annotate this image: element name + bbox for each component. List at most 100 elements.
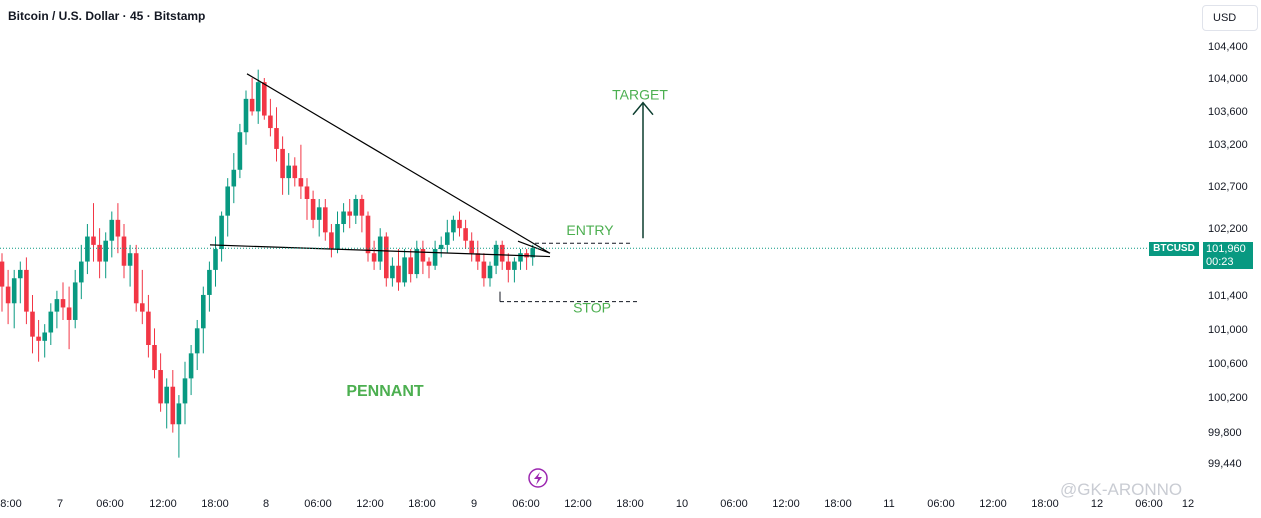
y-tick-label: 104,400 <box>1208 41 1248 53</box>
candle <box>316 198 322 237</box>
candle-body <box>237 132 243 170</box>
candle-body <box>262 82 267 116</box>
candle-body <box>353 198 359 216</box>
x-tick-label: 06:00 <box>720 498 748 510</box>
candle <box>493 240 499 275</box>
candle <box>140 269 145 325</box>
candle <box>79 244 84 300</box>
candle <box>170 370 176 433</box>
x-tick-label: 12:00 <box>564 498 592 510</box>
candle-body <box>207 269 212 295</box>
y-tick-label: 102,700 <box>1208 181 1248 193</box>
annotation-pennant[interactable]: PENNANT <box>346 383 424 400</box>
lower-trendline[interactable] <box>209 244 551 258</box>
candle-body <box>426 261 432 266</box>
y-tick-label: 101,400 <box>1208 290 1248 302</box>
candle <box>158 353 163 412</box>
x-tick-label: 06:00 <box>927 498 955 510</box>
candle <box>127 244 133 287</box>
candle <box>438 236 444 258</box>
annotation-entry[interactable]: ENTRY <box>566 222 614 238</box>
candle <box>91 203 96 262</box>
candle-body <box>140 303 145 312</box>
y-tick-label: 100,600 <box>1208 358 1248 370</box>
candle <box>402 249 407 287</box>
candle-body <box>225 186 230 216</box>
x-tick-label: 06:00 <box>304 498 332 510</box>
candle <box>194 319 200 371</box>
candle-body <box>194 328 200 354</box>
current-price-value: 101,960 <box>1206 243 1246 255</box>
candle <box>11 269 17 329</box>
candle-body <box>512 261 517 270</box>
annotation-target[interactable]: TARGET <box>612 87 668 103</box>
candles-layer <box>0 69 535 458</box>
candle <box>304 178 310 220</box>
candle <box>512 257 517 283</box>
x-tick-label: 18:00 <box>824 498 852 510</box>
candle <box>310 190 316 229</box>
candle <box>237 123 243 179</box>
currency-selector[interactable]: USD <box>1202 5 1258 31</box>
candle <box>231 153 237 204</box>
candle <box>164 378 169 429</box>
watermark: @GK-ARONNO <box>1060 480 1183 499</box>
candle <box>18 261 23 304</box>
candle <box>36 319 41 362</box>
candle <box>463 219 468 250</box>
candle <box>408 249 413 283</box>
candle-body <box>371 253 377 262</box>
candle <box>371 240 377 270</box>
candle-body <box>408 257 413 275</box>
candle-body <box>518 253 523 262</box>
x-tick-label: 9 <box>471 498 477 510</box>
candle-body <box>85 236 90 262</box>
x-tick-label: 12 <box>1091 498 1103 510</box>
y-tick-label: 103,600 <box>1208 106 1248 118</box>
candle <box>329 224 334 258</box>
candle <box>255 69 261 124</box>
x-tick-label: 8 <box>263 498 269 510</box>
drawings-layer <box>209 73 654 303</box>
y-tick-label: 100,200 <box>1208 392 1248 404</box>
chart-title: Bitcoin / U.S. Dollar · 45 · Bitstamp <box>8 9 206 23</box>
bar-countdown: 00:23 <box>1206 256 1234 268</box>
x-tick-label: 18:00 <box>616 498 644 510</box>
candle <box>152 328 157 379</box>
candle <box>5 269 11 325</box>
x-tick-label: 18:00 <box>1031 498 1059 510</box>
candle-body <box>48 311 54 333</box>
candle <box>335 211 340 254</box>
candle <box>60 282 66 320</box>
candle-body <box>182 378 188 404</box>
candle <box>432 240 438 270</box>
candle-body <box>127 253 133 266</box>
candle <box>445 219 450 254</box>
candle-body <box>219 215 224 250</box>
y-axis[interactable]: 104,400 104,000 103,600 103,200 102,700 102,2… <box>1208 41 1248 470</box>
candle <box>42 324 47 358</box>
x-tick-label: 06:00 <box>1135 498 1163 510</box>
pennant-apex-line <box>517 240 551 254</box>
candle <box>243 90 249 145</box>
annotation-stop[interactable]: STOP <box>573 299 611 315</box>
candle-body <box>249 98 255 112</box>
upper-trendline[interactable] <box>246 73 551 254</box>
candle-body <box>188 353 194 379</box>
candle-body <box>66 307 72 320</box>
candle-body <box>396 265 401 283</box>
candle <box>414 240 420 279</box>
candle-body <box>304 186 310 199</box>
lightning-icon[interactable] <box>528 468 548 488</box>
candle <box>0 253 5 312</box>
candle <box>286 153 291 195</box>
x-axis[interactable]: 8:00 7 06:00 12:00 18:00 8 06:00 12:00 18:00 9 06:… <box>0 498 1194 510</box>
y-tick-label: 104,000 <box>1208 73 1248 85</box>
candle-body <box>11 278 17 304</box>
candle <box>524 249 529 270</box>
candle-body <box>420 249 426 262</box>
candle <box>121 224 127 279</box>
candle <box>353 194 359 225</box>
candle <box>30 294 35 354</box>
